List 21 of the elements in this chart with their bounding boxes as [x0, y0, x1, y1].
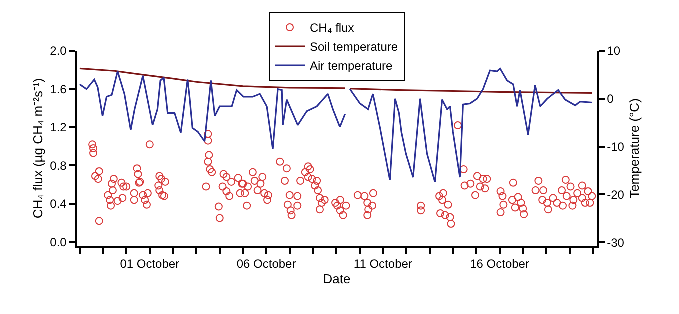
legend-label: Soil temperature [310, 40, 398, 54]
y-tick-label: 0.8 [50, 158, 68, 173]
legend-label: CH₄ flux [310, 21, 354, 36]
y2-tick-label: 10 [607, 44, 621, 58]
x-tick-label: 16 October [470, 257, 530, 272]
y-axis-title: CH₄ flux (µg CH₄ m⁻²s⁻¹) [30, 78, 46, 219]
y2-tick-label: -30 [607, 236, 625, 250]
y-tick-label: 1.6 [50, 82, 68, 96]
legend-label: Air temperature [310, 59, 394, 74]
y-tick-label: 0.0 [50, 235, 68, 250]
x-tick-label: 01 October [120, 257, 180, 272]
x-tick-label: 06 October [236, 257, 296, 272]
y2-axis-title: Temperature (°C) [626, 98, 642, 198]
y2-tick-label: -10 [607, 140, 625, 154]
x-tick-label: 11 October [354, 257, 412, 272]
y2-tick-label: -20 [607, 188, 625, 202]
x-axis-title: Date [323, 271, 351, 286]
y2-tick-label: 0 [607, 92, 614, 106]
y-tick-label: 1.2 [50, 120, 68, 135]
y-tick-label: 0.4 [50, 197, 68, 212]
y-tick-label: 2.0 [50, 44, 68, 58]
